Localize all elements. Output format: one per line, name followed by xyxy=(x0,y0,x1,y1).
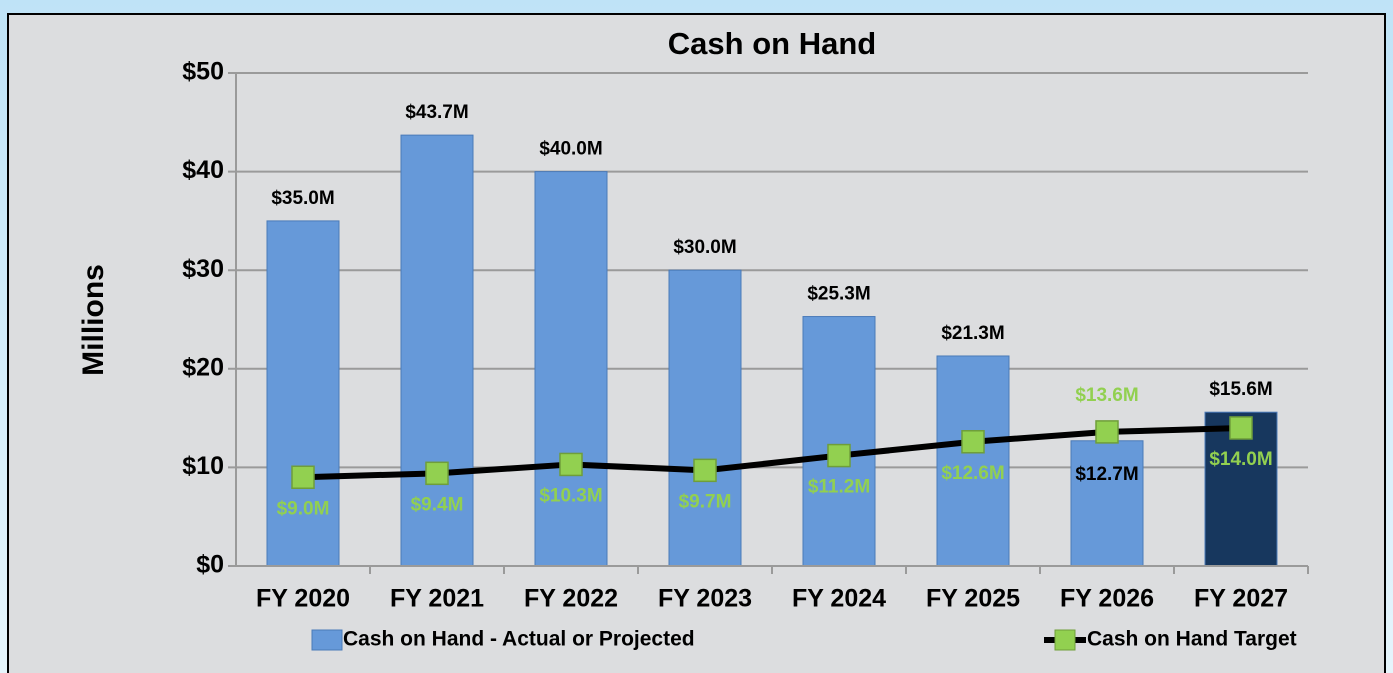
target-marker xyxy=(827,443,851,468)
target-value-label: $14.0M xyxy=(1209,449,1272,470)
bar-value-label: $40.0M xyxy=(539,139,602,160)
target-value-label: $9.4M xyxy=(411,494,464,515)
target-value-label: $10.3M xyxy=(539,485,602,506)
target-marker xyxy=(961,430,985,454)
target-marker xyxy=(559,452,583,477)
x-tick-label: FY 2026 xyxy=(1060,585,1154,613)
legend-label: Cash on Hand - Actual or Projected xyxy=(343,628,695,651)
bar-value-label: $25.3M xyxy=(807,284,870,305)
bar-value-label: $35.0M xyxy=(271,188,334,209)
x-tick-label: FY 2027 xyxy=(1194,585,1288,613)
bar xyxy=(1070,440,1144,567)
bar xyxy=(936,355,1010,567)
bar xyxy=(802,316,876,567)
y-tick-label: $10 xyxy=(182,452,224,480)
target-value-label: $12.6M xyxy=(941,463,1004,484)
x-tick-label: FY 2023 xyxy=(658,585,752,613)
target-marker xyxy=(1229,416,1253,440)
target-line xyxy=(302,424,1242,481)
y-tick-label: $20 xyxy=(182,353,224,381)
target-marker xyxy=(425,461,449,486)
x-tick-label: FY 2024 xyxy=(792,585,886,613)
x-tick-label: FY 2020 xyxy=(256,585,350,613)
target-value-label: $9.7M xyxy=(679,491,732,512)
bar xyxy=(534,171,608,567)
y-axis-label: Millions xyxy=(77,264,110,376)
bar-value-label: $21.3M xyxy=(941,323,1004,344)
x-tick-label: FY 2021 xyxy=(390,585,484,613)
y-tick-label: $50 xyxy=(182,58,224,86)
legend-marker xyxy=(1054,629,1076,651)
y-tick-label: $30 xyxy=(182,255,224,283)
target-value-label: $13.6M xyxy=(1075,385,1138,406)
bar-value-label: $43.7M xyxy=(405,102,468,123)
legend-swatch xyxy=(311,629,343,651)
y-tick-label: $0 xyxy=(196,551,224,579)
target-marker xyxy=(693,458,717,483)
bar-value-label: $12.7M xyxy=(1075,464,1138,485)
target-marker xyxy=(291,465,315,490)
bar xyxy=(668,269,742,567)
y-tick-label: $40 xyxy=(182,156,224,184)
target-value-label: $9.0M xyxy=(277,498,330,519)
target-value-label: $11.2M xyxy=(808,477,870,498)
x-tick-label: FY 2022 xyxy=(524,585,618,613)
bar-value-label: $30.0M xyxy=(673,237,736,258)
legend-label: Cash on Hand Target xyxy=(1087,628,1297,651)
target-marker xyxy=(1095,420,1119,444)
bar-value-label: $15.6M xyxy=(1209,379,1272,400)
chart-title: Cash on Hand xyxy=(668,26,876,61)
x-tick-label: FY 2025 xyxy=(926,585,1020,613)
